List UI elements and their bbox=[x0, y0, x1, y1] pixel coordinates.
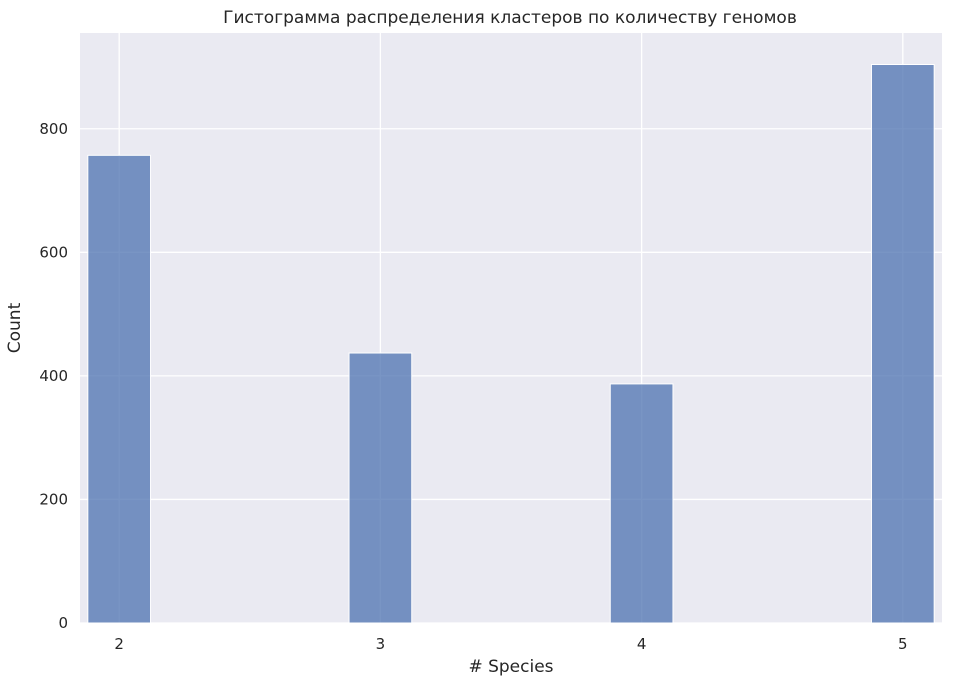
bar bbox=[609, 383, 674, 624]
x-tick-label: 2 bbox=[114, 635, 124, 653]
x-axis-ticks: 2 3 4 5 bbox=[114, 635, 907, 653]
bar bbox=[87, 154, 152, 624]
plot-area bbox=[80, 33, 942, 623]
x-tick-label: 5 bbox=[898, 635, 908, 653]
x-tick-label: 4 bbox=[637, 635, 647, 653]
x-tick-label: 3 bbox=[376, 635, 386, 653]
bar bbox=[870, 64, 935, 624]
x-axis-label: # Species bbox=[468, 657, 553, 677]
bars bbox=[87, 64, 935, 624]
y-tick-label: 400 bbox=[39, 367, 68, 385]
bar bbox=[348, 352, 413, 624]
y-tick-label: 800 bbox=[39, 120, 68, 138]
y-tick-label: 600 bbox=[39, 243, 68, 261]
y-axis-ticks: 0 200 400 600 800 bbox=[39, 120, 68, 632]
y-tick-label: 0 bbox=[58, 614, 68, 632]
y-axis-label: Count bbox=[5, 302, 25, 353]
chart-title: Гистограмма распределения кластеров по к… bbox=[223, 8, 797, 28]
y-tick-label: 200 bbox=[39, 490, 68, 508]
